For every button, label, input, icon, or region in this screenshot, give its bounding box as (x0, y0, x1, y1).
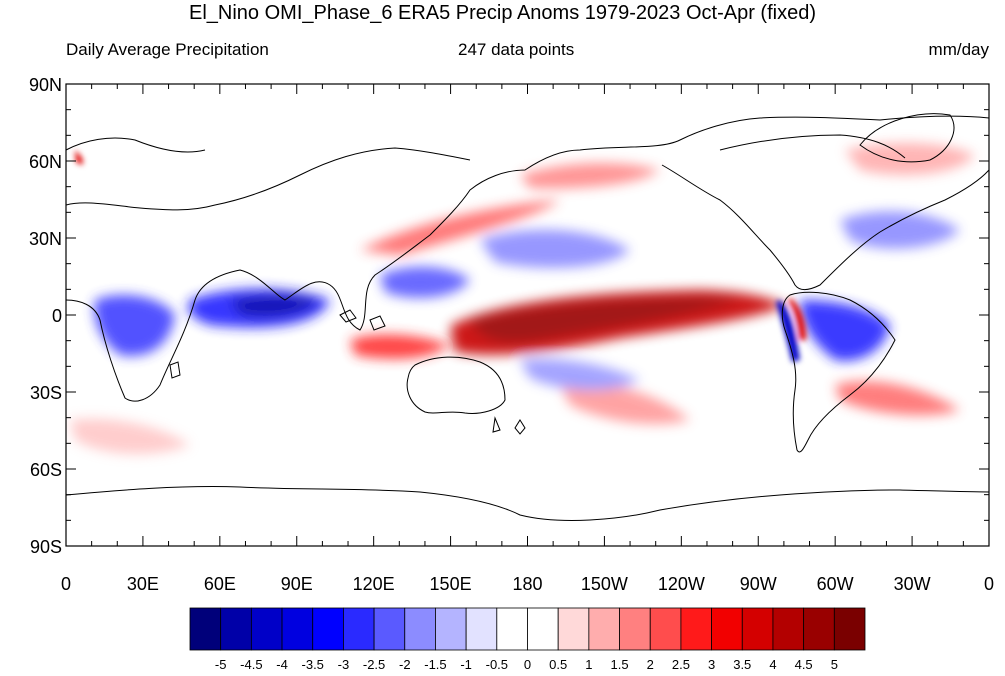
colorbar-swatch (680, 607, 712, 651)
colorbar-swatch (557, 607, 590, 651)
lat-label: 60N (29, 152, 62, 172)
colorbar-swatch (619, 607, 651, 651)
colorbar-swatch (281, 607, 314, 651)
colorbar-label: -0.5 (486, 657, 508, 672)
colorbar-label: 0 (524, 657, 531, 672)
lon-label: 150E (430, 574, 472, 594)
colorbar-label: 2.5 (672, 657, 690, 672)
colorbar-label: 1.5 (611, 657, 629, 672)
colorbar-label: 5 (831, 657, 838, 672)
coastlines (66, 113, 989, 521)
lat-label: 90N (29, 75, 62, 95)
colorbar-label: 1 (585, 657, 592, 672)
units-label: mm/day (928, 40, 989, 59)
lon-label: 0 (61, 574, 71, 594)
lon-label: 180 (512, 574, 542, 594)
lon-label: 150W (581, 574, 628, 594)
longitude-labels: 0 30E 60E 90E 120E 150E 180 150W 120W 90W 60W 30W 0 (61, 574, 994, 594)
colorbar-swatch (404, 607, 436, 651)
lon-label: 0 (984, 574, 994, 594)
colorbar-swatch (373, 607, 406, 651)
center-subtitle: 247 data points (458, 40, 575, 59)
lon-label: 90W (740, 574, 777, 594)
colorbar-label: -4 (276, 657, 288, 672)
colorbar-swatch (343, 607, 375, 651)
colorbar-label: 0.5 (549, 657, 567, 672)
colorbar: -5 -4.5 -4 -3.5 -3 -2.5 -2 -1.5 -1 -0.5 0 0.5 1 1.5 2 2… (189, 607, 866, 672)
colorbar-label: 4 (769, 657, 776, 672)
axis-ticks (65, 83, 990, 547)
colorbar-swatch (772, 607, 805, 651)
lon-label: 120W (658, 574, 705, 594)
lat-label: 90S (30, 537, 62, 557)
lat-label: 0 (52, 306, 62, 326)
colorbar-swatch (465, 607, 498, 651)
lat-label: 30N (29, 229, 62, 249)
lon-label: 60E (204, 574, 236, 594)
colorbar-swatch (833, 607, 866, 651)
colorbar-swatch (711, 607, 743, 651)
colorbar-label: 3.5 (733, 657, 751, 672)
lon-label: 60W (817, 574, 854, 594)
colorbar-swatch (189, 607, 222, 651)
colorbar-label: 3 (708, 657, 715, 672)
colorbar-label: 4.5 (795, 657, 813, 672)
colorbar-swatch (649, 607, 682, 651)
colorbar-label: -1.5 (424, 657, 446, 672)
colorbar-label: 2 (647, 657, 654, 672)
colorbar-swatch (220, 607, 252, 651)
colorbar-label: -4.5 (240, 657, 262, 672)
anomaly-field (70, 143, 975, 455)
colorbar-label: -1 (460, 657, 472, 672)
lon-label: 30W (894, 574, 931, 594)
colorbar-swatch (741, 607, 774, 651)
latitude-labels: 90N 60N 30N 0 30S 60S 90S (29, 75, 62, 557)
lon-label: 30E (127, 574, 159, 594)
colorbar-swatch (803, 607, 835, 651)
colorbar-label: -2 (399, 657, 411, 672)
left-subtitle: Daily Average Precipitation (66, 40, 269, 59)
colorbar-label: -5 (215, 657, 227, 672)
colorbar-label: -3 (338, 657, 350, 672)
lon-label: 90E (281, 574, 313, 594)
colorbar-label: -2.5 (363, 657, 385, 672)
colorbar-swatch (496, 607, 528, 651)
colorbar-swatch (312, 607, 344, 651)
lon-label: 120E (353, 574, 395, 594)
map-title: El_Nino OMI_Phase_6 ERA5 Precip Anoms 19… (189, 2, 816, 24)
lat-label: 60S (30, 460, 62, 480)
colorbar-swatch (588, 607, 620, 651)
colorbar-label: -3.5 (302, 657, 324, 672)
colorbar-swatch (527, 607, 559, 651)
colorbar-swatch (435, 607, 467, 651)
colorbar-swatch (250, 607, 283, 651)
lat-label: 30S (30, 383, 62, 403)
